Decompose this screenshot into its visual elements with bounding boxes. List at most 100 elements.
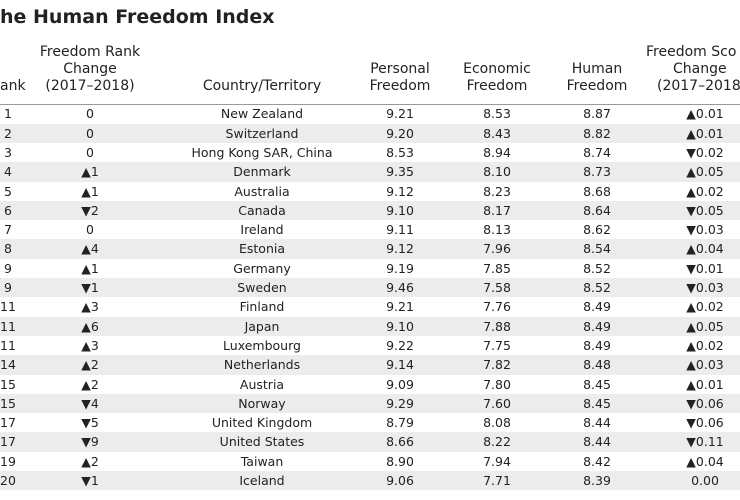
column-header: (2017–2018) (45, 78, 135, 94)
table-cell: ▲2 (81, 376, 99, 392)
table-cell: 7.82 (483, 357, 511, 373)
table-cell: 9.35 (386, 164, 414, 180)
table-cell: United States (219, 434, 305, 450)
table-cell: 9 (4, 260, 12, 276)
table-cell: ▲0.05 (686, 318, 724, 334)
table-cell: ▼0.03 (686, 280, 724, 296)
title: he Human Freedom Index (0, 6, 275, 28)
column-header: (2017–2018 (657, 78, 740, 94)
row-stripe (0, 316, 740, 336)
table-cell: 8.49 (583, 299, 611, 315)
table-cell: 9.21 (386, 299, 414, 315)
table-cell: 19 (0, 453, 16, 469)
table-cell: Japan (244, 318, 280, 334)
row-stripe (0, 239, 740, 259)
table-cell: Canada (238, 202, 286, 218)
table-cell: ▲6 (81, 318, 99, 334)
column-header: Economic (463, 61, 531, 77)
table-cell: 9.12 (386, 241, 414, 257)
table-cell: 7.60 (483, 395, 511, 411)
table-cell: 8.52 (583, 260, 611, 276)
table-cell: Germany (233, 260, 291, 276)
table-cell: 8.48 (583, 357, 611, 373)
table-cell: ▲0.04 (686, 453, 724, 469)
row-stripe (0, 123, 740, 143)
table-cell: 8.45 (583, 376, 611, 392)
table-cell: ▼0.05 (686, 202, 724, 218)
table-cell: 8.08 (483, 415, 511, 431)
table-cell: 0 (86, 144, 94, 160)
table-cell: Denmark (233, 164, 291, 180)
table-cell: 8.54 (583, 241, 611, 257)
table-cell: ▼5 (81, 415, 99, 431)
table-cell: 8.49 (583, 318, 611, 334)
table-cell: 8.49 (583, 337, 611, 353)
table-cell: 8.44 (583, 415, 611, 431)
table-cell: 7.71 (483, 473, 511, 489)
table-cell: 9.20 (386, 125, 414, 141)
table-cell: 7.58 (483, 280, 511, 296)
table-cell: ▼4 (81, 395, 99, 411)
table-cell: Ireland (240, 222, 284, 238)
row-stripe (0, 355, 740, 375)
table-cell: 1 (4, 106, 12, 122)
table-cell: 8.87 (583, 106, 611, 122)
table-cell: Netherlands (223, 357, 301, 373)
table-cell: 0 (86, 222, 94, 238)
table-cell: 8.53 (483, 106, 511, 122)
table-cell: ▲0.02 (686, 337, 724, 353)
table-cell: 8.74 (583, 144, 611, 160)
table-cell: ▲0.01 (686, 376, 724, 392)
table-cell: 8.43 (483, 125, 511, 141)
table-cell: ▲1 (81, 260, 99, 276)
table-cell: 8.73 (583, 164, 611, 180)
table-cell: ▼0.01 (686, 260, 724, 276)
table-cell: ▲2 (81, 357, 99, 373)
table-cell: ▼0.06 (686, 415, 724, 431)
table-cell: 8.64 (583, 202, 611, 218)
column-header: Freedom (466, 78, 528, 94)
table-cell: ▼0.06 (686, 395, 724, 411)
table-cell: ▲3 (81, 299, 99, 315)
table-cell: 8.10 (483, 164, 511, 180)
table-cell: 8.13 (483, 222, 511, 238)
table-cell: Estonia (238, 241, 286, 257)
table-cell: 7.94 (483, 453, 511, 469)
table-cell: ▲0.05 (686, 164, 724, 180)
table-cell: 8.23 (483, 183, 511, 199)
table-cell: 9.11 (386, 222, 414, 238)
table-cell: ▲0.03 (686, 357, 724, 373)
table-cell: 9.19 (386, 260, 414, 276)
column-header: Change (673, 61, 727, 77)
table-cell: 17 (0, 415, 16, 431)
table-cell: ▲3 (81, 337, 99, 353)
table-cell: ▲0.01 (686, 106, 724, 122)
row-stripe (0, 471, 740, 491)
table-cell: 8.45 (583, 395, 611, 411)
table-cell: 9.46 (386, 280, 414, 296)
table-cell: New Zealand (220, 106, 304, 122)
table-cell: 4 (4, 164, 12, 180)
table-cell: 8.52 (583, 280, 611, 296)
table-cell: 15 (0, 395, 16, 411)
table-cell: 0 (86, 125, 94, 141)
table-cell: Taiwan (240, 453, 284, 469)
row-stripe (0, 432, 740, 452)
table-cell: 9.09 (386, 376, 414, 392)
table-cell: 9.14 (386, 357, 414, 373)
column-header: Personal (370, 61, 430, 77)
table-cell: ▲1 (81, 183, 99, 199)
row-stripe (0, 200, 740, 221)
table-cell: ▲0.02 (686, 183, 724, 199)
table-cell: ▼2 (81, 202, 99, 218)
table-cell: Sweden (237, 280, 287, 296)
table-cell: 20 (0, 473, 16, 489)
table-cell: Luxembourg (223, 337, 301, 353)
table-cell: 3 (4, 144, 12, 160)
table-cell: ▲0.04 (686, 241, 724, 257)
table-cell: 9 (4, 280, 12, 296)
table-cell: 9.10 (386, 318, 414, 334)
table-cell: 7.85 (483, 260, 511, 276)
table-cell: 0 (86, 106, 94, 122)
